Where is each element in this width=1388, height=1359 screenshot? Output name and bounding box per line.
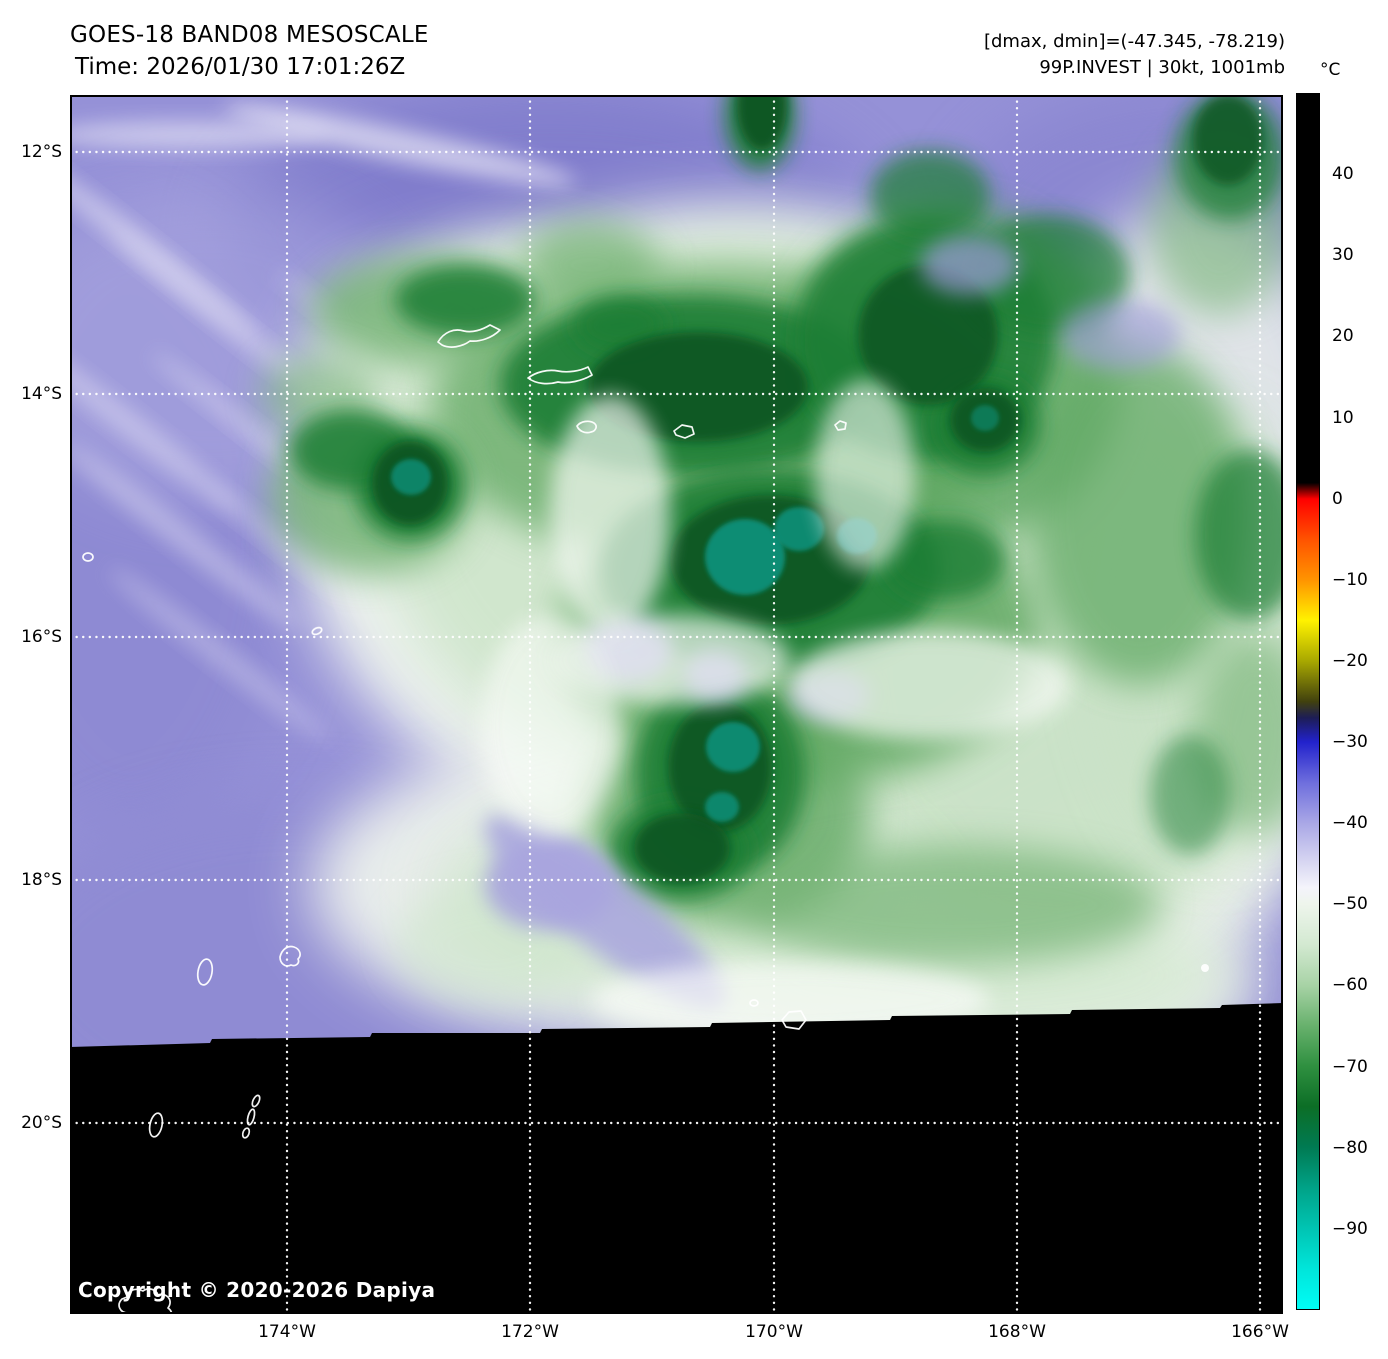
colorbar-tick-label: 10: [1332, 407, 1354, 428]
white-fringe-layer: [480, 380, 1070, 1038]
longitude-label: 166°W: [1231, 1322, 1289, 1342]
colorbar-tick-label: −80: [1332, 1137, 1368, 1158]
temperature-colorbar: [1296, 93, 1320, 1310]
latitude-label: 20°S: [21, 1113, 62, 1133]
colorbar-tick-label: 20: [1332, 326, 1354, 347]
latitude-label: 14°S: [21, 384, 62, 404]
colorbar-unit-label: °C: [1320, 60, 1341, 80]
latitude-label: 12°S: [21, 142, 62, 162]
longitude-label: 170°W: [745, 1322, 803, 1342]
colorbar-tick-label: 0: [1332, 488, 1343, 509]
colorbar-tick-label: −60: [1332, 975, 1368, 996]
small-cloud-dot: [1201, 964, 1209, 972]
satellite-map: Copyright © 2020-2026 Dapiya: [70, 95, 1283, 1314]
latitude-label: 16°S: [21, 627, 62, 647]
colorbar-tick-label: −20: [1332, 650, 1368, 671]
gridlines: [70, 95, 1283, 1314]
overshooting-top-layer: [391, 405, 999, 822]
longitude-label: 172°W: [501, 1322, 559, 1342]
coastlines: [82, 324, 847, 1314]
colorbar-tick-label: −10: [1332, 569, 1368, 590]
storm-info-label: 99P.INVEST | 30kt, 1001mb: [1039, 57, 1285, 78]
copyright-label: Copyright © 2020-2026 Dapiya: [78, 1278, 436, 1302]
satellite-image: [70, 95, 1283, 1314]
colorbar-tick-label: −30: [1332, 732, 1368, 753]
colorbar-tick-label: −50: [1332, 894, 1368, 915]
page-title: GOES-18 BAND08 MESOSCALE: [70, 22, 429, 48]
colorbar-tick-label: 30: [1332, 245, 1354, 266]
longitude-label: 174°W: [258, 1322, 316, 1342]
colorbar-tick-label: −70: [1332, 1056, 1368, 1077]
latitude-label: 18°S: [21, 870, 62, 890]
map-border: [70, 95, 1283, 1314]
timestamp-label: Time: 2026/01/30 17:01:26Z: [75, 54, 406, 80]
no-data-region: [70, 1003, 1283, 1314]
longitude-label: 168°W: [988, 1322, 1046, 1342]
colorbar-tick-label: −90: [1332, 1218, 1368, 1239]
colorbar-tick-label: −40: [1332, 813, 1368, 834]
colorbar-tick-label: 40: [1332, 164, 1354, 185]
dmax-dmin-readout: [dmax, dmin]=(-47.345, -78.219): [983, 31, 1285, 52]
